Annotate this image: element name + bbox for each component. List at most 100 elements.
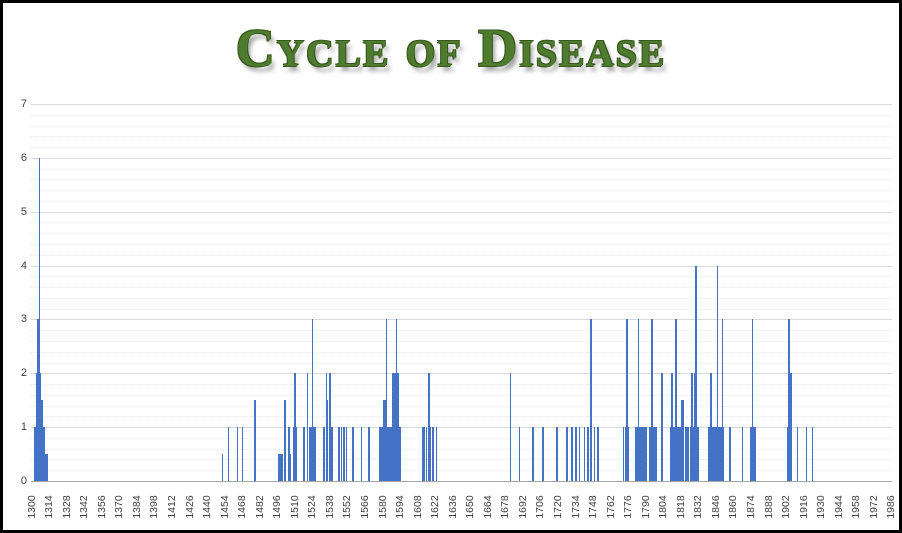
bar-1506 xyxy=(289,454,291,481)
bar-1587 xyxy=(390,427,393,481)
x-tick-label: 1804 xyxy=(657,495,670,519)
minor-gridline xyxy=(31,276,892,278)
x-tick-label: 1636 xyxy=(446,495,459,519)
bar-1903 xyxy=(786,427,789,481)
minor-gridline xyxy=(31,190,892,192)
bar-1851 xyxy=(721,319,724,481)
minor-gridline xyxy=(31,297,892,299)
bar-1509 xyxy=(292,427,295,481)
x-tick-label: 1370 xyxy=(113,495,126,519)
bar-1505 xyxy=(287,427,290,481)
bar-1911 xyxy=(796,427,799,481)
x-tick-label: 1328 xyxy=(60,495,73,519)
bar-1305 xyxy=(37,319,39,481)
bar-1727 xyxy=(566,427,568,481)
bar-1850 xyxy=(720,427,722,481)
x-tick-label: 1384 xyxy=(130,495,143,519)
bar-1841 xyxy=(709,427,711,481)
bar-1785 xyxy=(638,427,641,481)
bar-1700 xyxy=(532,427,534,481)
bar-1790 xyxy=(645,427,647,481)
major-gridline xyxy=(31,481,892,482)
x-tick-label: 1524 xyxy=(306,495,319,519)
minor-gridline xyxy=(31,136,892,138)
y-tick-label: 6 xyxy=(20,151,27,164)
bar-1584 xyxy=(386,427,389,481)
bar-1585 xyxy=(388,427,390,481)
x-tick-label: 1860 xyxy=(727,495,740,519)
x-tick-label: 1538 xyxy=(323,495,336,519)
bar-1452 xyxy=(221,454,224,481)
bar-1525 xyxy=(312,427,315,481)
x-tick-label: 1706 xyxy=(534,495,547,519)
bar-1545 xyxy=(338,427,340,481)
x-tick-label: 1748 xyxy=(586,495,599,519)
minor-gridline xyxy=(31,179,892,181)
bar-1775 xyxy=(626,319,628,481)
x-tick-label: 1692 xyxy=(516,495,529,519)
x-tick-label: 1412 xyxy=(165,495,178,519)
bar-1816 xyxy=(677,427,680,481)
x-tick-label: 1776 xyxy=(621,495,634,519)
bar-1522 xyxy=(309,427,311,481)
minor-gridline xyxy=(31,254,892,256)
bar-1844 xyxy=(712,427,715,481)
x-tick-label: 1972 xyxy=(867,495,880,519)
bar-1311 xyxy=(44,454,47,481)
bar-1774 xyxy=(625,427,627,481)
major-gridline xyxy=(31,157,892,159)
bar-1593 xyxy=(398,427,400,481)
x-tick-label: 1790 xyxy=(639,495,652,519)
bar-1582 xyxy=(384,400,387,481)
x-tick-label: 1482 xyxy=(253,495,266,519)
bar-1478 xyxy=(254,400,256,481)
bar-1618 xyxy=(429,427,432,481)
x-tick-label: 1846 xyxy=(709,495,722,519)
bar-1589 xyxy=(393,427,395,481)
bar-1803 xyxy=(661,373,664,481)
bar-1877 xyxy=(754,427,756,481)
bar-1540 xyxy=(331,427,334,481)
bar-1708 xyxy=(542,427,545,481)
bar-1497 xyxy=(277,454,280,481)
bar-1615 xyxy=(425,427,428,481)
bar-1787 xyxy=(641,427,644,481)
bar-1590 xyxy=(394,373,397,481)
bar-1539 xyxy=(330,427,333,481)
bar-1457 xyxy=(227,427,230,481)
bar-1613 xyxy=(423,427,425,481)
minor-gridline xyxy=(31,437,892,439)
bar-1814 xyxy=(675,319,677,481)
bar-1569 xyxy=(368,427,370,481)
y-tick-label: 0 xyxy=(20,475,27,487)
bar-1826 xyxy=(690,427,692,481)
bar-1746 xyxy=(589,319,592,481)
x-tick-label: 1594 xyxy=(393,495,406,519)
bar-1547 xyxy=(340,427,343,481)
bar-1304 xyxy=(36,373,38,481)
bar-1783 xyxy=(636,427,639,481)
bar-1857 xyxy=(729,427,731,481)
x-tick-label: 1650 xyxy=(464,495,477,519)
minor-gridline xyxy=(31,416,892,418)
bar-1533 xyxy=(323,427,325,481)
bar-1824 xyxy=(687,427,690,481)
bar-1583 xyxy=(385,319,388,481)
bar-1308 xyxy=(41,400,43,481)
bar-1845 xyxy=(714,427,716,481)
minor-gridline xyxy=(31,459,892,461)
chart-title: Cycle of Disease xyxy=(235,18,667,78)
bar-1793 xyxy=(648,427,651,481)
x-tick-label: 1440 xyxy=(200,495,213,519)
minor-gridline xyxy=(31,244,892,246)
bar-1817 xyxy=(678,427,681,481)
bar-1827 xyxy=(691,373,694,481)
x-tick-label: 1986 xyxy=(885,495,898,519)
minor-gridline xyxy=(31,330,892,332)
bar-1741 xyxy=(583,427,586,481)
bar-1524 xyxy=(311,319,314,481)
minor-gridline xyxy=(31,340,892,342)
minor-gridline xyxy=(31,168,892,170)
bar-1563 xyxy=(360,427,363,481)
